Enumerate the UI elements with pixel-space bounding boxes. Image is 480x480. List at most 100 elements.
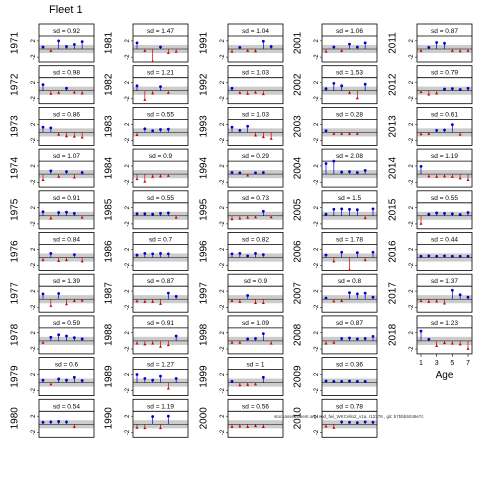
residual-point-negative bbox=[151, 300, 155, 303]
panel-2005: sd = 1.5 2 -2 2005 bbox=[293, 190, 378, 230]
residual-point-positive bbox=[340, 84, 344, 88]
panel-frame bbox=[227, 23, 284, 63]
sd-label: sd = 1.39 bbox=[53, 278, 80, 285]
residual-point-negative bbox=[269, 136, 273, 140]
y-tick-label: -2 bbox=[314, 346, 320, 352]
y-tick-label: 2 bbox=[409, 205, 415, 209]
residual-point-negative bbox=[143, 98, 147, 101]
sd-label: sd = 1.06 bbox=[336, 28, 363, 35]
residual-point-negative bbox=[135, 426, 139, 429]
residual-point-negative bbox=[261, 301, 265, 305]
sd-label: sd = 1.5 bbox=[338, 195, 362, 202]
sd-label: sd = 1.47 bbox=[147, 28, 174, 35]
y-tick-label: -2 bbox=[409, 346, 415, 352]
panel-frame bbox=[227, 65, 284, 105]
y-tick-label: -2 bbox=[409, 262, 415, 268]
residual-point-negative bbox=[238, 91, 242, 94]
residual-point-negative bbox=[80, 298, 84, 302]
residual-point-positive bbox=[72, 375, 76, 379]
residual-point-negative bbox=[419, 49, 423, 52]
residual-point-negative bbox=[159, 174, 162, 178]
residual-point-positive bbox=[371, 420, 375, 424]
residual-point-positive bbox=[269, 45, 273, 48]
residual-point-negative bbox=[230, 217, 234, 221]
residual-point-positive bbox=[458, 254, 462, 258]
residual-point-positive bbox=[72, 253, 76, 257]
residual-point-positive bbox=[332, 81, 336, 85]
residual-point-positive bbox=[135, 84, 139, 88]
residual-point-positive bbox=[254, 252, 257, 255]
residual-point-positive bbox=[238, 45, 242, 49]
y-tick-label: 2 bbox=[314, 372, 320, 376]
residual-point-negative bbox=[254, 90, 257, 94]
year-label: 2009 bbox=[293, 365, 304, 388]
year-label: 1972 bbox=[10, 73, 21, 96]
y-tick-label: 2 bbox=[409, 80, 415, 84]
residual-point-positive bbox=[450, 123, 454, 127]
y-tick-label: 2 bbox=[220, 39, 226, 43]
sd-label: sd = 1.21 bbox=[147, 70, 174, 77]
residual-point-negative bbox=[80, 215, 84, 219]
y-tick-label: 2 bbox=[314, 164, 320, 168]
residual-point-negative bbox=[458, 132, 462, 136]
panel-frame bbox=[227, 148, 284, 188]
panel-1987: sd = 0.87 2 -2 1987 bbox=[104, 273, 189, 313]
panel-2009: sd = 0.36 2 -2 2009 bbox=[293, 357, 378, 397]
year-label: 1987 bbox=[104, 282, 115, 305]
residual-point-negative bbox=[166, 174, 170, 177]
year-label: 1974 bbox=[10, 157, 21, 180]
y-tick-label: -2 bbox=[220, 95, 226, 101]
y-tick-label: 2 bbox=[125, 164, 131, 168]
panel-1975: sd = 0.91 2 -2 1975 bbox=[10, 190, 95, 230]
residual-point-positive bbox=[230, 86, 234, 90]
residual-point-positive bbox=[458, 293, 462, 297]
panel-1974: sd = 1.07 2 -2 1974 bbox=[10, 148, 95, 188]
residual-point-positive bbox=[348, 207, 351, 211]
y-tick-label: 2 bbox=[314, 39, 320, 43]
panel-1986: sd = 0.7 2 -2 1986 bbox=[104, 232, 189, 271]
residual-point-positive bbox=[166, 414, 170, 418]
residual-point-positive bbox=[238, 128, 242, 132]
residual-point-negative bbox=[269, 341, 273, 345]
residual-point-negative bbox=[427, 174, 431, 178]
panel-2016: sd = 0.44 2 -2 2016 bbox=[388, 232, 473, 271]
y-tick-label: 2 bbox=[409, 247, 415, 251]
residual-point-positive bbox=[230, 252, 234, 256]
y-tick-label: -2 bbox=[220, 429, 226, 435]
residual-point-negative bbox=[450, 49, 454, 52]
residual-point-positive bbox=[166, 291, 170, 295]
y-tick-label: -2 bbox=[125, 346, 131, 352]
panel-1998: sd = 1.09 2 -2 1998 bbox=[199, 315, 284, 355]
panel-frame bbox=[38, 148, 95, 188]
residual-point-negative bbox=[166, 51, 170, 54]
residual-point-negative bbox=[72, 134, 76, 138]
residual-point-positive bbox=[246, 337, 250, 341]
sd-label: sd = 0.87 bbox=[431, 28, 458, 35]
year-label: 1984 bbox=[104, 157, 115, 180]
panel-frame bbox=[38, 398, 95, 438]
residual-point-positive bbox=[355, 379, 359, 383]
residual-point-positive bbox=[458, 88, 462, 91]
year-label: 2003 bbox=[293, 115, 304, 138]
year-label: 2006 bbox=[293, 240, 304, 263]
year-label: 1982 bbox=[104, 73, 115, 96]
residual-point-negative bbox=[80, 259, 84, 263]
y-tick-label: -2 bbox=[125, 54, 131, 60]
y-tick-label: 2 bbox=[409, 122, 415, 126]
y-tick-label: 2 bbox=[31, 247, 37, 251]
year-label: 1993 bbox=[199, 115, 210, 138]
residual-point-negative bbox=[419, 132, 423, 136]
sd-label: sd = 0.92 bbox=[53, 28, 80, 35]
panel-frame bbox=[416, 148, 473, 188]
residual-point-negative bbox=[41, 178, 45, 181]
y-tick-label: 2 bbox=[220, 80, 226, 84]
year-label: 2018 bbox=[388, 323, 399, 346]
panel-1989: sd = 1.27 2 -2 1989 bbox=[104, 357, 189, 397]
y-tick-label: 2 bbox=[125, 39, 131, 43]
y-tick-label: 2 bbox=[31, 164, 37, 168]
residual-point-positive bbox=[65, 45, 68, 48]
chart-title: Fleet 1 bbox=[49, 4, 83, 16]
residual-point-positive bbox=[151, 212, 155, 216]
residual-point-positive bbox=[450, 254, 454, 258]
residual-point-positive bbox=[166, 211, 170, 215]
